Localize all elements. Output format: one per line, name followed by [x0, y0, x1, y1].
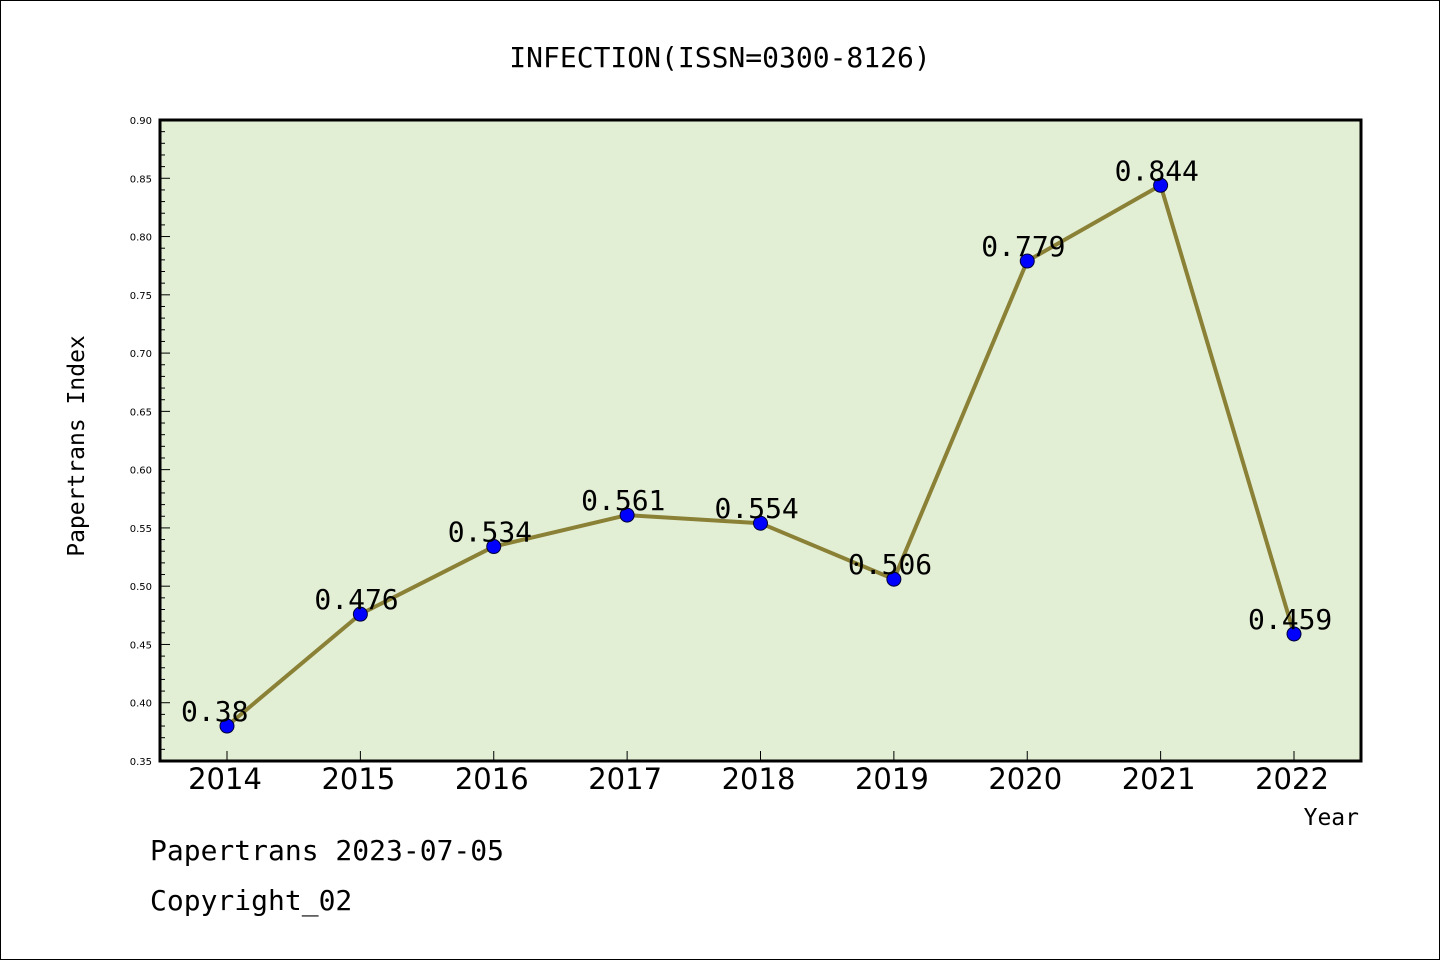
data-label: 0.534: [448, 516, 532, 549]
series-line-group: [219, 177, 1302, 734]
x-tick-label: 2014: [188, 762, 262, 796]
y-tick-label: 0.55: [130, 524, 152, 535]
x-axis-label: Year: [1304, 805, 1359, 831]
y-tick-label: 0.70: [130, 349, 152, 360]
data-point: [1153, 177, 1169, 193]
data-point: [886, 571, 902, 587]
y-tick-label: 0.75: [130, 291, 152, 302]
data-label: 0.779: [981, 230, 1065, 263]
y-axis: 0.35 0.40 0.45 0.50 0.55 0.60 0.65 0.70 0.75 0.80…: [130, 116, 170, 768]
y-tick-label: 0.90: [130, 116, 152, 127]
y-tick-label: 0.85: [130, 174, 152, 185]
x-tick-label: 2019: [855, 762, 929, 796]
y-tick-label: 0.65: [130, 407, 152, 418]
x-tick-label: 2018: [722, 762, 796, 796]
x-tick-label: 2021: [1122, 762, 1196, 796]
y-tick-label: 0.80: [130, 233, 152, 244]
data-label: 0.459: [1248, 603, 1332, 636]
data-labels-group: 0.38 0.476 0.534 0.561 0.554 0.506 0.779 0.844 0…: [181, 154, 1332, 728]
data-label: 0.506: [848, 548, 932, 581]
data-label: 0.476: [314, 583, 398, 616]
chart-title: INFECTION(ISSN=0300-8126): [509, 41, 930, 74]
data-point: [219, 718, 235, 734]
data-point: [1286, 626, 1302, 642]
data-label: 0.38: [181, 695, 248, 728]
x-tick-label: 2017: [588, 762, 662, 796]
y-tick-label: 0.50: [130, 582, 152, 593]
y-tick-label: 0.60: [130, 466, 152, 477]
y-tick-label: 0.45: [130, 640, 152, 651]
y-tick-label: 0.40: [130, 699, 152, 710]
data-point: [619, 507, 635, 523]
x-tick-label: 2016: [455, 762, 529, 796]
data-point: [753, 515, 768, 531]
footer-copyright: Copyright_02: [150, 884, 353, 917]
x-axis: 2014 2015 2016 2017 2018 2019 2020 2021 2022: [188, 751, 1329, 796]
data-label: 0.561: [581, 484, 665, 517]
footer-date: Papertrans 2023-07-05: [150, 834, 505, 867]
x-tick-label: 2020: [988, 762, 1062, 796]
data-label: 0.554: [715, 492, 799, 525]
data-point: [352, 606, 368, 622]
x-tick-label: 2015: [321, 762, 395, 796]
y-axis-label: Papertrans Index: [64, 335, 90, 557]
data-point: [1019, 253, 1035, 269]
data-point: [486, 539, 502, 555]
data-label: 0.844: [1115, 154, 1199, 187]
x-tick-label: 2022: [1255, 762, 1329, 796]
plot-area: [158, 118, 1363, 763]
y-tick-label: 0.35: [130, 757, 152, 768]
